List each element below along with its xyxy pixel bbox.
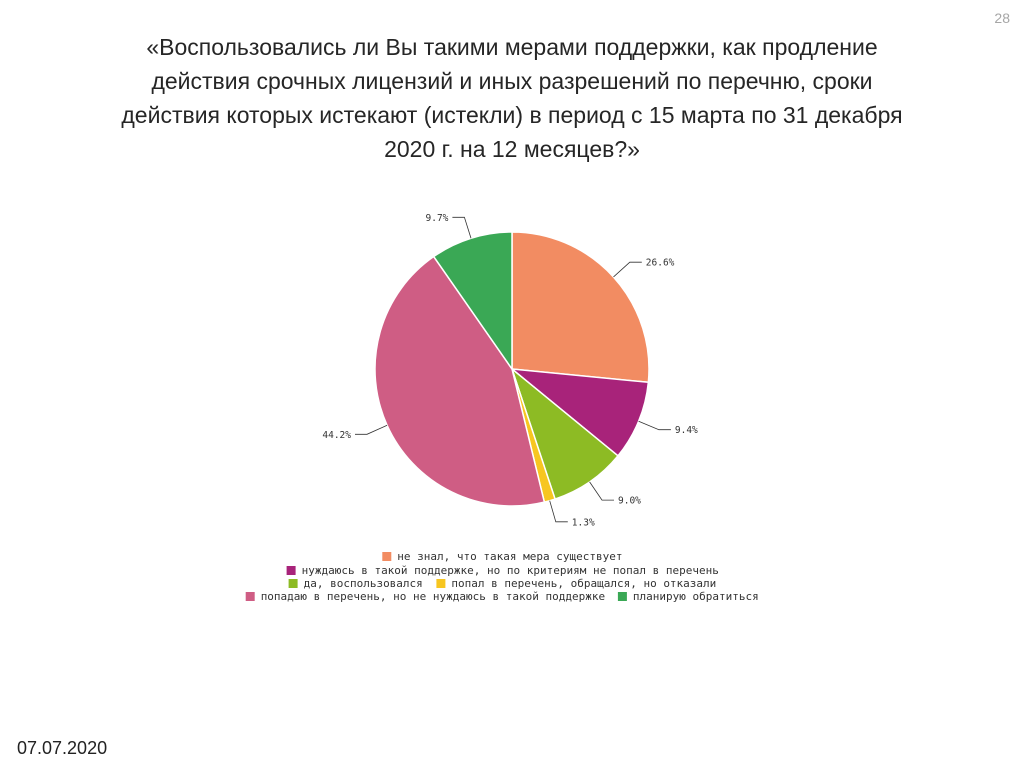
data-label: 26.6% [646, 258, 675, 269]
legend-swatch [245, 592, 255, 601]
pie-slices [374, 231, 650, 507]
leader-line [589, 481, 614, 501]
legend-swatch [382, 552, 392, 561]
slide-number: 28 [994, 10, 1010, 26]
chart-title-line: «Воспользовались ли Вы такими мерами под… [146, 34, 878, 60]
legend-label: попал в перечень, обращался, но отказали [451, 577, 716, 590]
legend-swatch [617, 592, 627, 601]
pie-slice [432, 231, 513, 372]
pie-slice [511, 231, 650, 384]
legend: не знал, что такая мера существуетнуждаю… [245, 550, 759, 603]
data-label: 9.4% [675, 425, 698, 436]
legend-label: попадаю в перечень, но не нуждаюсь в так… [261, 590, 605, 603]
data-label: 44.2% [322, 430, 351, 441]
data-label: 1.3% [572, 517, 595, 528]
legend-swatch [436, 579, 446, 588]
footer-date: 07.07.2020 [17, 738, 108, 758]
legend-label: не знал, что такая мера существует [397, 550, 622, 563]
legend-label: нуждаюсь в такой поддержке, но по критер… [302, 564, 719, 577]
leader-line [613, 261, 642, 278]
leader-line [638, 420, 671, 431]
chart-title: «Воспользовались ли Вы такими мерами под… [60, 30, 964, 166]
legend-swatch [288, 579, 298, 588]
leader-line [355, 424, 388, 435]
data-label: 9.7% [426, 213, 449, 224]
pie-slice [374, 255, 546, 507]
leader-line [452, 216, 472, 239]
chart-title-line: 2020 г. на 12 месяцев?» [384, 136, 640, 162]
legend-label: планирую обратиться [633, 590, 759, 603]
chart-title-line: действия которых истекают (истекли) в пе… [121, 102, 903, 128]
legend-label: да, воспользовался [304, 577, 423, 590]
pie-labels: 26.6% 9.4% 9.0% 1.3% 44.2% 9.7% [322, 213, 698, 528]
chart-title-line: действия срочных лицензий и иных разреше… [151, 68, 873, 94]
pie-slice [509, 368, 650, 457]
leader-line [549, 500, 568, 523]
data-label: 9.0% [618, 496, 641, 507]
legend-swatch [286, 566, 296, 575]
